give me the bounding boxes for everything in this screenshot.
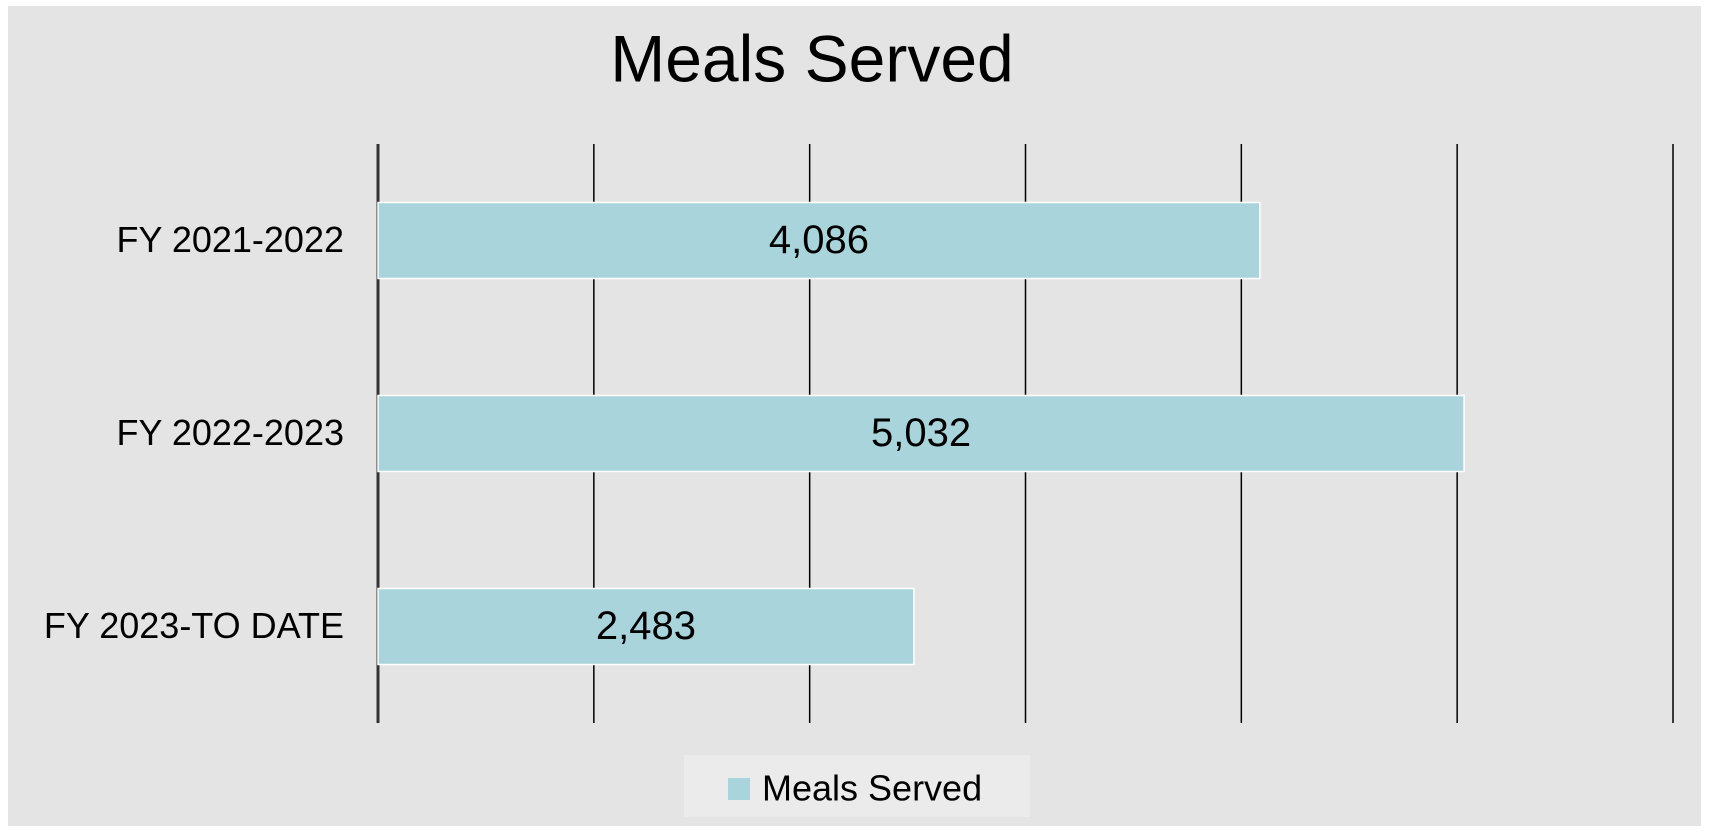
y-tick-label: FY 2021-2022 bbox=[116, 219, 344, 260]
data-label: 5,032 bbox=[871, 411, 971, 455]
legend-swatch bbox=[728, 778, 750, 800]
y-tick-label: FY 2023-TO DATE bbox=[44, 605, 344, 646]
y-tick-label: FY 2022-2023 bbox=[116, 412, 344, 453]
legend-label: Meals Served bbox=[762, 768, 982, 809]
data-label: 4,086 bbox=[769, 218, 869, 262]
bar bbox=[377, 201, 1261, 280]
bar bbox=[377, 587, 915, 666]
data-label: 2,483 bbox=[596, 604, 696, 648]
bar bbox=[377, 394, 1465, 473]
chart-title: Meals Served bbox=[610, 21, 1014, 95]
